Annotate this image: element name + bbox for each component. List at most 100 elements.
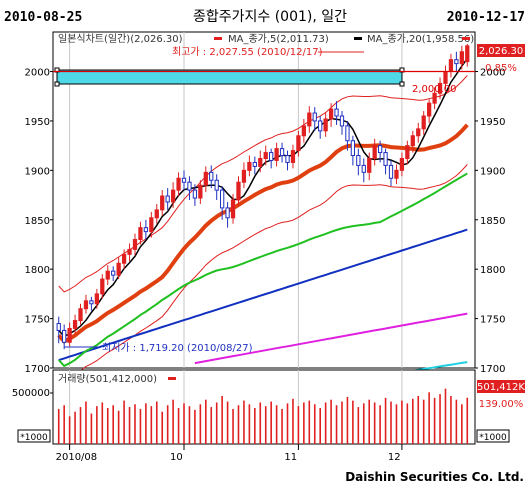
volume-bars <box>57 388 469 444</box>
candle-body <box>230 199 236 219</box>
volume-bar <box>205 399 207 444</box>
volume-bar <box>90 413 93 444</box>
candle-body <box>416 128 421 137</box>
low-annotation: 최저가 : 1,719.20 (2010/08/27) <box>102 342 253 354</box>
volume-bar <box>450 396 452 444</box>
unit-box-left <box>17 429 51 443</box>
price-tick-label-left: 1900 <box>25 166 50 177</box>
volume-bar <box>74 411 76 444</box>
volume-bar <box>79 407 82 444</box>
price-tick-label-right: 1950 <box>480 117 505 128</box>
volume-bar <box>281 408 283 444</box>
candle-body <box>318 120 323 132</box>
bollinger-upper <box>58 75 468 293</box>
candle-body <box>269 152 274 161</box>
candle-body <box>89 300 94 305</box>
candle-body <box>437 82 443 94</box>
candlesticks <box>56 43 470 350</box>
volume-bar <box>123 400 125 444</box>
price-tick-label-right: 1900 <box>480 166 505 177</box>
volume-bar <box>319 408 321 444</box>
candle-body <box>181 177 187 183</box>
candle-body <box>361 164 366 173</box>
volume-bar <box>286 403 289 444</box>
candle-body <box>198 184 203 199</box>
candle-body <box>356 155 361 166</box>
band-handle-bl[interactable] <box>54 81 60 87</box>
candle-body <box>214 179 219 191</box>
price-tick-label-right: 1750 <box>480 315 505 326</box>
volume-bar <box>145 403 147 444</box>
candle-body <box>410 135 415 147</box>
candle-body <box>383 152 388 166</box>
candle-body <box>209 171 214 181</box>
candle-body <box>236 181 241 201</box>
candle-body <box>78 308 83 322</box>
candle-body <box>192 189 198 199</box>
legend-ma5: MA_종가,5(2,011.73) <box>228 33 329 45</box>
candle-body <box>328 108 334 120</box>
candle-body <box>247 161 252 171</box>
candle-body <box>154 209 159 219</box>
volume-legend-swatch <box>168 377 176 380</box>
price-tick-label-left: 1800 <box>25 265 50 276</box>
candle-body <box>399 157 405 171</box>
volume-bar <box>106 408 109 444</box>
candle-body <box>170 189 176 203</box>
candle-body <box>388 164 394 179</box>
volume-bar <box>313 404 316 444</box>
candle-body <box>100 278 105 295</box>
candle-body <box>301 125 306 137</box>
volume-bar <box>57 408 60 444</box>
price-tick-label-left: 1850 <box>25 216 50 227</box>
candle-body <box>225 207 230 219</box>
legend-price-swatch <box>214 37 222 40</box>
candle-body <box>67 327 72 343</box>
volume-bar <box>346 396 349 444</box>
bollinger-bands <box>58 75 468 382</box>
volume-bar <box>362 403 365 444</box>
date-tick-label: 10 <box>170 452 183 463</box>
volume-bar <box>199 404 202 444</box>
volume-bar <box>166 405 169 444</box>
candle-body <box>220 189 225 209</box>
volume-bar <box>422 399 425 444</box>
volume-bar <box>210 407 213 444</box>
volume-bar <box>270 401 272 444</box>
candle-body <box>443 71 448 84</box>
ma5-line <box>58 58 468 338</box>
candle-body <box>132 239 138 250</box>
candle-body <box>143 227 149 233</box>
candle-body <box>334 108 339 117</box>
volume-last-box <box>477 380 525 393</box>
candle-body <box>421 115 426 130</box>
candle-body <box>323 118 328 132</box>
candle-body <box>372 145 377 159</box>
band-handle-br[interactable] <box>399 81 405 87</box>
candle-body <box>454 59 459 65</box>
volume-bar <box>341 401 343 444</box>
candle-body <box>350 140 356 157</box>
candle-body <box>105 270 110 280</box>
volume-bar <box>308 400 311 444</box>
volume-bar <box>379 405 381 444</box>
volume-bar <box>461 404 463 444</box>
volume-bar <box>297 406 300 444</box>
candle-body <box>448 59 454 73</box>
candle-body <box>432 92 437 104</box>
volume-bar <box>352 400 354 444</box>
candle-body <box>83 300 89 310</box>
volume-bar <box>183 403 185 444</box>
volume-bar <box>444 388 447 444</box>
candle-body <box>203 171 208 186</box>
price-tick-label-right: 1800 <box>480 265 505 276</box>
candle-body <box>274 148 279 161</box>
volume-bar <box>128 407 131 444</box>
candle-body <box>285 155 290 163</box>
resistance-band <box>56 69 403 85</box>
volume-bar <box>412 398 414 444</box>
ma60-line <box>57 172 468 368</box>
high-annotation: 최고가 : 2,027.55 (2010/12/17) <box>172 46 323 58</box>
